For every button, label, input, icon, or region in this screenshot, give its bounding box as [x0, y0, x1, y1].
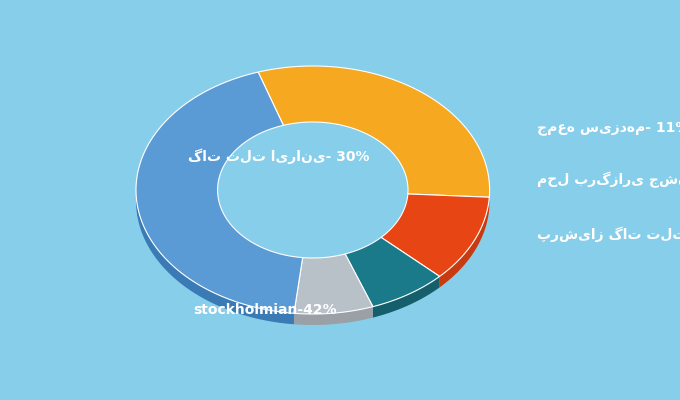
Polygon shape: [258, 66, 490, 197]
Polygon shape: [303, 254, 345, 269]
Polygon shape: [373, 276, 440, 318]
Polygon shape: [136, 184, 294, 324]
Text: جمعه سیزدهم- 11%: جمعه سیزدهم- 11%: [537, 121, 680, 135]
Polygon shape: [136, 72, 303, 313]
Polygon shape: [294, 307, 373, 325]
Polygon shape: [345, 237, 440, 307]
Polygon shape: [345, 237, 381, 265]
Text: گات تلت ایرانی- 30%: گات تلت ایرانی- 30%: [188, 148, 369, 164]
Polygon shape: [381, 194, 490, 276]
Text: پرشیاز گات تلت- 7%: پرشیاز گات تلت- 7%: [537, 226, 680, 242]
Polygon shape: [381, 194, 408, 248]
Polygon shape: [294, 254, 373, 314]
Polygon shape: [218, 187, 303, 269]
Polygon shape: [440, 197, 490, 287]
Text: محل برگزاری جشن چارشنبه سوری استکهلم- 7%: محل برگزاری جشن چارشنبه سوری استکهلم- 7%: [537, 172, 680, 188]
Text: stockholmian-42%: stockholmian-42%: [193, 303, 337, 317]
